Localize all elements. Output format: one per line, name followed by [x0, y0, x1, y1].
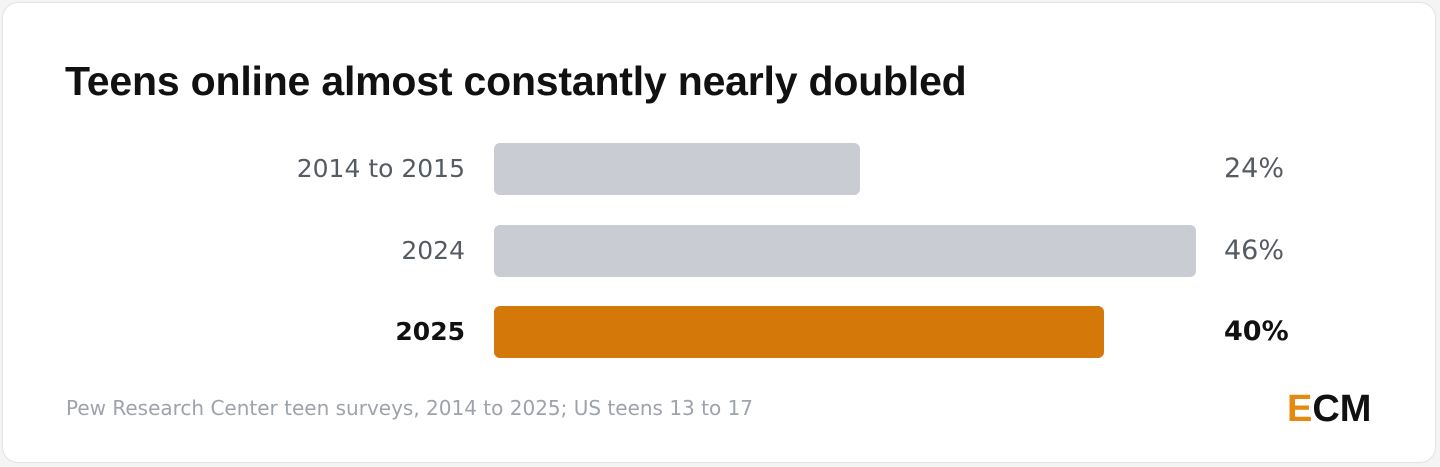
bar: [494, 143, 861, 195]
category-label: 2024: [401, 236, 465, 265]
chart-title: Teens online almost constantly nearly do…: [65, 58, 967, 104]
source-note: Pew Research Center teen surveys, 2014 t…: [66, 396, 754, 420]
logo-letters-cm: CM: [1312, 388, 1372, 430]
bar: [494, 306, 1105, 358]
category-label: 2014 to 2015: [296, 154, 465, 183]
logo-letter-e: E: [1287, 388, 1313, 430]
value-label: 24%: [1224, 153, 1285, 184]
category-label: 2025: [395, 317, 465, 346]
ecm-logo: ECM: [1287, 388, 1371, 431]
value-label: 40%: [1224, 316, 1289, 347]
bar: [494, 225, 1196, 277]
value-label: 46%: [1224, 235, 1285, 266]
